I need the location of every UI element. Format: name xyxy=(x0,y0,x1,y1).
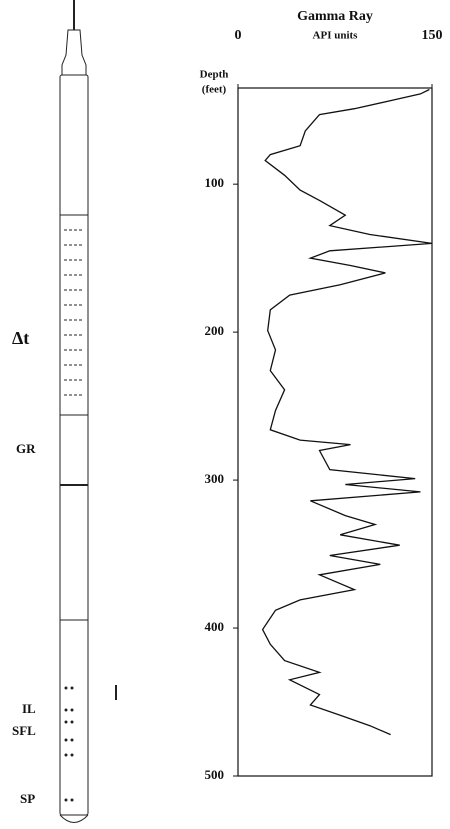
y-tick-label: 300 xyxy=(205,471,225,486)
y-tick-label: 500 xyxy=(205,767,225,782)
x-tick-label: 0 xyxy=(235,28,242,43)
y-tick-label: 400 xyxy=(205,619,225,634)
logging-tool xyxy=(59,0,117,823)
chart-title: Gamma Ray xyxy=(297,9,373,24)
y-axis-label: Depth xyxy=(200,69,229,81)
y-tick-label: 200 xyxy=(205,323,225,338)
tool-label: SP xyxy=(20,791,35,806)
y-axis-label: (feet) xyxy=(202,84,227,96)
tool-label: SFL xyxy=(12,723,36,738)
tool-label: IL xyxy=(22,701,36,716)
gamma-ray-curve xyxy=(261,88,433,736)
tool-label: GR xyxy=(16,441,36,456)
plot-frame xyxy=(237,87,433,777)
tool-label: Δt xyxy=(12,328,29,348)
x-tick-label: 150 xyxy=(422,28,443,43)
x-axis-label: API units xyxy=(313,30,359,42)
y-tick-label: 100 xyxy=(205,175,225,190)
